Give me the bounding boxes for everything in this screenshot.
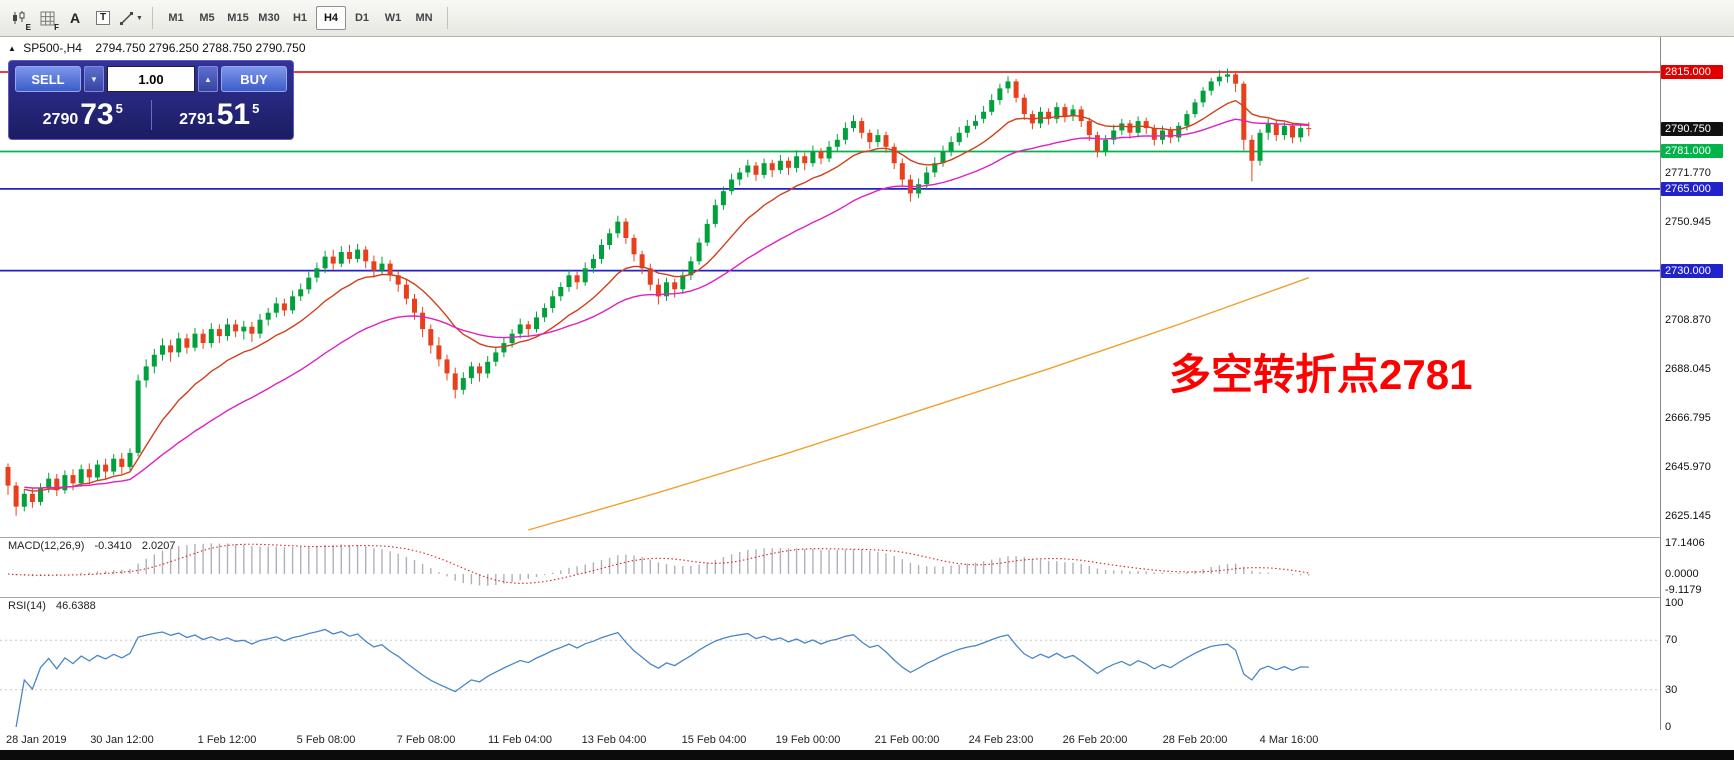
tool-sub-label: F — [54, 23, 59, 32]
rsi-name: RSI(14) — [8, 600, 46, 612]
volume-input[interactable] — [107, 66, 195, 92]
price-axis-label: 2815.000 — [1661, 65, 1723, 79]
time-axis-label: 24 Feb 23:00 — [968, 734, 1034, 746]
sell-price-point: 5 — [115, 101, 123, 116]
buy-price-handle: 2791 — [179, 111, 215, 128]
letter-t-glyph: T — [95, 11, 111, 25]
timeframe-H1[interactable]: H1 — [292, 12, 308, 24]
time-axis-label: 7 Feb 08:00 — [396, 734, 456, 746]
buy-price[interactable]: 2791 51 5 — [152, 100, 288, 130]
ohlc-readout: 2794.750 2796.250 2788.750 2790.750 — [95, 41, 306, 55]
timeframe-H4[interactable]: H4 — [316, 6, 346, 30]
sell-price-pips: 73 — [80, 98, 114, 131]
macd-label: MACD(12,26,9) -0.3410 2.0207 — [8, 540, 183, 552]
price-axis-label: 17.1406 — [1665, 537, 1705, 549]
time-axis-label: 30 Jan 12:00 — [90, 734, 154, 746]
price-axis-label: 30 — [1665, 684, 1678, 696]
price-axis-label: 2625.145 — [1665, 510, 1711, 522]
rsi-indicator-chart[interactable] — [0, 597, 1660, 730]
time-axis-label: 1 Feb 12:00 — [197, 734, 257, 746]
toolbar-separator — [447, 7, 448, 29]
triangle-up-icon: ▲ — [204, 74, 212, 84]
one-click-trade-panel: SELL ▼ ▲ BUY 2790 73 5 2791 51 5 — [8, 60, 294, 140]
collapse-icon[interactable]: ▲ — [8, 44, 16, 53]
timeframe-M1[interactable]: M1 — [168, 12, 184, 24]
price-axis-label: 100 — [1665, 597, 1684, 609]
tool-sub-label: E — [25, 23, 31, 32]
price-axis[interactable]: 2771.770 2750.945 2708.870 2688.045 2666.795… — [1660, 37, 1734, 750]
buy-button[interactable]: BUY — [221, 66, 287, 92]
sell-price-handle: 2790 — [42, 111, 79, 128]
price-axis-label: 2790.750 — [1661, 122, 1723, 136]
price-axis-label: 2771.770 — [1665, 167, 1711, 179]
rsi-value: 46.6388 — [55, 600, 96, 612]
timeframe-W1[interactable]: W1 — [384, 12, 402, 24]
price-axis-label: 2645.970 — [1665, 461, 1711, 473]
letter-a-glyph: A — [69, 10, 81, 26]
price-axis-label: -9.1179 — [1665, 584, 1702, 596]
timeframe-M5[interactable]: M5 — [199, 12, 215, 24]
timeframe-D1[interactable]: D1 — [354, 12, 370, 24]
sell-button[interactable]: SELL — [15, 66, 81, 92]
triangle-down-icon: ▼ — [90, 74, 98, 84]
price-axis-label: 70 — [1665, 634, 1678, 646]
candles-glyph — [13, 11, 25, 24]
time-axis-label: 15 Feb 04:00 — [681, 734, 747, 746]
price-axis-label: 2765.000 — [1661, 182, 1723, 196]
price-axis-label: 2666.795 — [1665, 412, 1711, 424]
time-axis-label: 5 Feb 08:00 — [296, 734, 356, 746]
price-axis-label: 2688.045 — [1665, 363, 1711, 375]
time-axis-label: 13 Feb 04:00 — [581, 734, 647, 746]
chart-header: ▲ SP500-,H4 2794.750 2796.250 2788.750 2… — [8, 41, 306, 55]
line-tools-icon[interactable]: ▼ — [118, 5, 144, 31]
time-axis-label: 28 Feb 20:00 — [1162, 734, 1228, 746]
time-axis-label: 21 Feb 00:00 — [874, 734, 940, 746]
toolbar-separator — [152, 7, 153, 29]
chart-area: 2771.770 2750.945 2708.870 2688.045 2666.795… — [0, 37, 1734, 750]
grid-icon[interactable]: F — [34, 5, 60, 32]
buy-price-pips: 51 — [216, 98, 251, 131]
toolbar: E F A T ▼ M1 M5 M15 M30 H1 H4 D1 W1 MN — [0, 0, 1734, 37]
grid-glyph — [40, 11, 54, 25]
price-axis-label: 2750.945 — [1665, 216, 1711, 228]
text-label-tool-icon[interactable]: A — [62, 5, 88, 31]
price-axis-label: 2708.870 — [1665, 314, 1711, 326]
macd-name: MACD(12,26,9) — [8, 540, 85, 552]
textbox-tool-icon[interactable]: T — [90, 5, 116, 31]
buy-price-point: 5 — [252, 101, 260, 116]
panel-separator[interactable] — [0, 537, 1734, 538]
sell-price[interactable]: 2790 73 5 — [15, 100, 151, 130]
main-price-chart[interactable] — [0, 37, 1660, 537]
time-axis-label: 4 Mar 16:00 — [1259, 734, 1319, 746]
price-divider — [150, 100, 152, 130]
macd-signal-value: 2.0207 — [141, 540, 176, 552]
volume-increase-button[interactable]: ▲ — [198, 66, 218, 92]
chevron-down-icon: ▼ — [136, 14, 143, 22]
trendline-glyph — [120, 11, 134, 25]
time-axis-label: 11 Feb 04:00 — [487, 734, 553, 746]
time-axis-label: 28 Jan 2019 — [6, 734, 67, 746]
time-axis[interactable]: 28 Jan 2019 30 Jan 12:00 1 Feb 12:00 5 Feb … — [0, 730, 1734, 750]
price-axis-label: 0.0000 — [1665, 568, 1699, 580]
timeframe-M15[interactable]: M15 — [227, 12, 249, 24]
timeframe-M30[interactable]: M30 — [258, 12, 280, 24]
window-bottom-edge — [0, 750, 1734, 760]
macd-indicator-chart[interactable] — [0, 537, 1660, 597]
symbol-period-label: SP500-,H4 — [23, 41, 82, 55]
chart-text-annotation: 多空转折点2781 — [1169, 351, 1473, 398]
price-axis-label: 2730.000 — [1661, 264, 1723, 278]
time-axis-label: 26 Feb 20:00 — [1062, 734, 1128, 746]
volume-decrease-button[interactable]: ▼ — [84, 66, 104, 92]
panel-separator[interactable] — [0, 597, 1734, 598]
timeframe-group: M1 M5 M15 M30 H1 H4 D1 W1 MN — [161, 6, 439, 30]
price-axis-label: 0 — [1665, 721, 1672, 733]
candlestick-chart-icon[interactable]: E — [6, 5, 32, 32]
time-axis-label: 19 Feb 00:00 — [775, 734, 841, 746]
price-axis-label: 2781.000 — [1661, 144, 1723, 158]
timeframe-MN[interactable]: MN — [415, 12, 433, 24]
rsi-label: RSI(14) 46.6388 — [8, 600, 103, 612]
macd-main-value: -0.3410 — [94, 540, 132, 552]
